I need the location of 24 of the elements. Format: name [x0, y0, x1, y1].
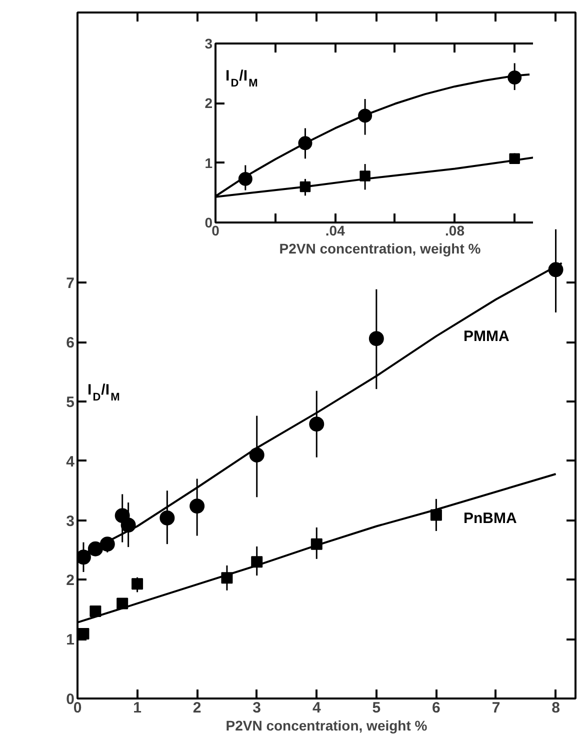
x-tick-label: 3: [252, 700, 262, 716]
y-tick-label: 6: [66, 334, 74, 352]
y-tick-label: 2: [66, 572, 74, 590]
y-tick-label: 4: [66, 453, 76, 470]
x-tick-label: 6: [432, 700, 440, 716]
x-tick-label: 2: [192, 700, 202, 716]
x-tick-label: 8: [552, 700, 560, 716]
y-tick-label: 3: [204, 36, 213, 52]
x-axis-title: P2VN concentration, weight %: [226, 718, 428, 734]
series-label: PMMA: [463, 328, 510, 345]
y-tick-label: 2: [204, 95, 213, 112]
x-tick-label: 4: [312, 700, 322, 716]
x-tick-label: 7: [492, 700, 500, 716]
y-tick-label: 1: [66, 632, 74, 649]
y-tick-label: 5: [66, 394, 74, 412]
x-tick-label: .04: [325, 222, 346, 238]
x-tick-label: .08: [445, 222, 465, 238]
y-tick-label: 3: [66, 512, 74, 530]
x-tick-label: 5: [372, 700, 381, 716]
x-tick-label: 1: [133, 700, 142, 716]
series-label: PnBMA: [463, 510, 517, 528]
y-tick-label: 7: [66, 275, 74, 292]
x-axis-title: P2VN concentration, weight %: [279, 240, 482, 256]
y-tick-label: 1: [204, 154, 213, 171]
